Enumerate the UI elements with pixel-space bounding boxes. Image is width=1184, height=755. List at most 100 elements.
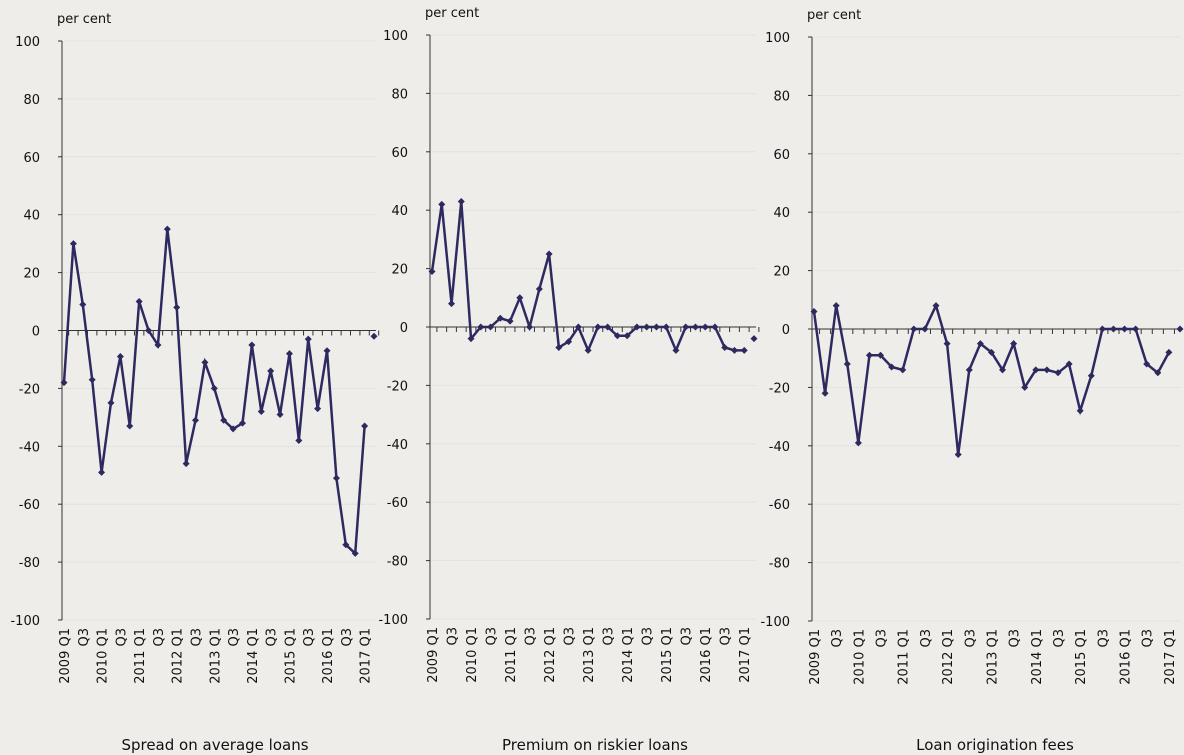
point-marker <box>126 422 134 430</box>
y-tick-label: 80 <box>773 89 790 104</box>
point-marker <box>711 323 719 331</box>
point-marker <box>584 346 592 354</box>
point-marker <box>821 389 829 397</box>
x-tick-label: 2013 Q1 <box>208 628 223 684</box>
point-marker <box>594 323 602 331</box>
x-tick-label: Q3 <box>265 628 280 647</box>
x-tick-label: Q3 <box>446 627 461 646</box>
x-tick-label: Q3 <box>719 627 734 646</box>
point-marker <box>1065 360 1073 368</box>
y-tick-label: -100 <box>378 613 408 628</box>
point-marker <box>1087 372 1095 380</box>
point-marker <box>623 332 631 340</box>
y-tick-label: 20 <box>23 267 40 282</box>
point-marker <box>1165 348 1173 356</box>
x-tick-label: 2015 Q1 <box>1074 629 1089 685</box>
point-marker <box>865 351 873 359</box>
point-marker <box>314 405 322 413</box>
point-marker <box>691 323 699 331</box>
y-tick-label: 100 <box>15 35 40 50</box>
x-tick-label: 2012 Q1 <box>543 627 558 683</box>
y-tick-label: 60 <box>773 148 790 163</box>
point-marker <box>276 410 284 418</box>
x-tick-label: 2016 Q1 <box>321 628 336 684</box>
x-tick-label: Q3 <box>524 627 539 646</box>
x-tick-label: 2010 Q1 <box>852 629 867 685</box>
y-tick-label: -40 <box>387 438 408 453</box>
point-marker <box>506 317 514 325</box>
y-tick-label: 0 <box>32 325 40 340</box>
x-tick-label: 2011 Q1 <box>504 627 519 683</box>
point-marker <box>1121 325 1129 333</box>
point-marker <box>229 425 237 433</box>
point-marker <box>487 323 495 331</box>
point-marker <box>965 366 973 374</box>
point-marker <box>888 363 896 371</box>
point-marker <box>163 225 171 233</box>
y-tick-label: 20 <box>391 263 408 278</box>
point-marker <box>535 285 543 293</box>
x-tick-label: 2014 Q1 <box>246 628 261 684</box>
x-tick-label: 2010 Q1 <box>96 628 111 684</box>
x-tick-label: 2011 Q1 <box>897 629 912 685</box>
x-tick-label: Q3 <box>680 627 695 646</box>
x-tick-label: Q3 <box>190 628 205 647</box>
point-marker <box>843 360 851 368</box>
x-tick-label: 2016 Q1 <box>699 627 714 683</box>
x-tick-label: 2015 Q1 <box>660 627 675 683</box>
y-tick-label: -80 <box>769 557 790 572</box>
point-marker <box>107 399 115 407</box>
y-tick-label: 20 <box>773 265 790 280</box>
point-marker <box>220 416 228 424</box>
point-marker <box>257 408 265 416</box>
point-marker <box>351 549 359 557</box>
y-tick-label: -60 <box>19 498 40 513</box>
point-marker <box>295 437 303 445</box>
x-tick-label: 2010 Q1 <box>465 627 480 683</box>
x-tick-label: 2009 Q1 <box>808 629 823 685</box>
point-marker <box>116 353 124 361</box>
point-marker <box>285 350 293 358</box>
point-marker <box>192 416 200 424</box>
point-marker <box>943 340 951 348</box>
point-marker <box>1032 366 1040 374</box>
point-marker <box>69 240 77 248</box>
x-tick-label: Q3 <box>1096 629 1111 648</box>
x-tick-label: 2017 Q1 <box>738 627 753 683</box>
y-tick-label: -100 <box>10 614 40 629</box>
x-tick-label: Q3 <box>1141 629 1156 648</box>
x-tick-label: 2016 Q1 <box>1119 629 1134 685</box>
y-tick-label: -60 <box>387 496 408 511</box>
point-marker <box>457 197 465 205</box>
point-marker <box>370 332 378 340</box>
x-tick-label: Q3 <box>563 627 578 646</box>
point-marker <box>1010 340 1018 348</box>
y-tick-label: 40 <box>391 204 408 219</box>
y-axis-label: per cent <box>425 6 479 21</box>
point-marker <box>98 468 106 476</box>
point-marker <box>238 419 246 427</box>
point-marker <box>832 302 840 310</box>
y-tick-label: -20 <box>19 382 40 397</box>
x-tick-label: Q3 <box>1008 629 1023 648</box>
x-tick-label: 2014 Q1 <box>1030 629 1045 685</box>
point-marker <box>652 323 660 331</box>
x-tick-label: 2012 Q1 <box>941 629 956 685</box>
point-marker <box>545 250 553 258</box>
x-tick-label: 2017 Q1 <box>1163 629 1178 685</box>
point-marker <box>145 327 153 334</box>
y-tick-label: -80 <box>387 555 408 570</box>
x-tick-label: Q3 <box>340 628 355 647</box>
y-tick-label: -60 <box>769 498 790 513</box>
point-marker <box>182 460 190 468</box>
point-marker <box>555 343 563 351</box>
point-marker <box>854 439 862 447</box>
point-marker <box>201 358 209 366</box>
point-marker <box>516 294 524 302</box>
x-tick-label: 2009 Q1 <box>58 628 73 684</box>
y-tick-label: -40 <box>19 440 40 455</box>
y-tick-label: -100 <box>760 615 790 630</box>
point-marker <box>999 366 1007 374</box>
point-marker <box>730 346 738 354</box>
